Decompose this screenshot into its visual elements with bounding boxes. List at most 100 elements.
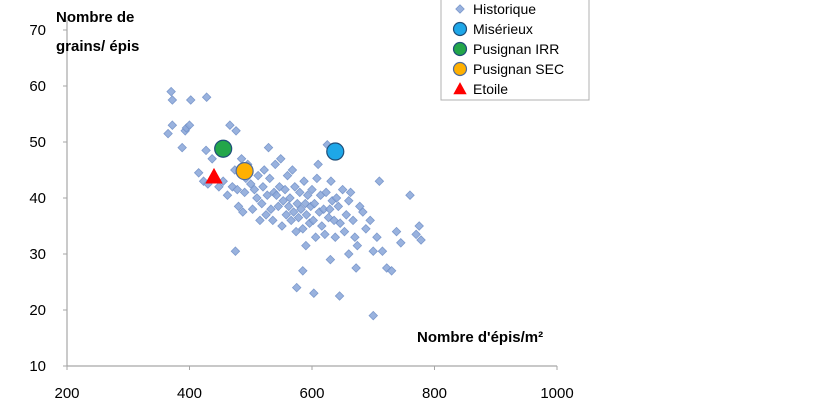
data-point-historique: [341, 210, 352, 220]
data-point-historique: [225, 120, 235, 130]
data-point-historique: [293, 212, 304, 223]
data-point-historique: [273, 201, 284, 212]
data-point-historique: [343, 196, 354, 206]
data-point-historique: [345, 187, 356, 198]
data-point-circle: [326, 142, 345, 161]
data-point-historique: [167, 120, 178, 130]
data-point-historique: [252, 193, 262, 203]
data-point-historique: [261, 210, 271, 220]
data-point-historique: [288, 207, 299, 217]
legend-marker-triangle: [453, 82, 467, 95]
data-point-historique: [280, 184, 290, 195]
data-point-historique: [283, 201, 294, 212]
data-point-historique: [411, 229, 421, 240]
data-point-historique: [325, 254, 336, 265]
y-tick-label: 40: [29, 190, 46, 207]
data-point-historique: [320, 229, 330, 240]
data-point-historique: [184, 120, 195, 130]
data-point-historique: [239, 187, 250, 198]
data-point-historique: [298, 266, 308, 276]
data-point-historique: [193, 168, 204, 178]
data-point-historique: [290, 182, 300, 192]
data-point-historique: [307, 184, 317, 195]
data-point-historique: [348, 215, 358, 226]
data-point-historique: [330, 232, 341, 242]
data-point-historique: [266, 204, 276, 214]
data-point-historique: [331, 193, 342, 203]
data-point-historique: [343, 249, 354, 259]
y-axis-title-line1: Nombre de: [56, 9, 134, 26]
axes: 10 20 30 40 50 60 70 200 400 600 800 1000: [29, 20, 574, 402]
data-point-historique: [270, 159, 281, 170]
y-tick-label: 70: [29, 22, 46, 39]
legend-marker-circle: [452, 41, 468, 57]
data-point-historique: [230, 246, 241, 256]
data-point-historique: [245, 179, 256, 189]
legend-label: Pusignan IRR: [473, 41, 559, 57]
data-point-historique: [231, 126, 241, 136]
data-point-historique: [377, 246, 388, 256]
x-tick-label: 400: [177, 385, 202, 402]
data-point-historique: [278, 196, 288, 206]
x-tick-label: 200: [54, 385, 79, 402]
data-point-historique: [287, 165, 298, 175]
x-tick-label: 1000: [540, 385, 573, 402]
data-point-historique: [326, 176, 336, 186]
data-point-historique: [334, 291, 345, 301]
y-tick-label: 30: [29, 246, 46, 263]
data-point-historique: [201, 145, 211, 156]
data-point-historique: [301, 240, 311, 251]
data-point-historique: [391, 226, 402, 237]
legend-label: Pusignan SEC: [473, 61, 564, 77]
y-tick-label: 20: [29, 302, 46, 319]
data-point-historique: [207, 154, 217, 164]
legend: Historique Misérieux Pusignan IRR Pusignan …: [440, 0, 590, 101]
data-point-historique: [308, 215, 318, 226]
data-point-historique: [214, 182, 224, 192]
data-point-historique: [296, 204, 306, 214]
legend-label: Etoile: [473, 81, 508, 97]
data-point-historique: [249, 184, 260, 195]
data-point-historique: [374, 176, 385, 186]
data-point-historique: [185, 95, 196, 105]
data-point-historique: [262, 190, 273, 200]
x-tick-label: 600: [299, 385, 324, 402]
data-point-historique: [236, 154, 247, 164]
data-point-historique: [285, 193, 295, 203]
data-point-historique: [294, 187, 305, 198]
data-point-historique: [167, 95, 178, 105]
data-point-historique: [292, 198, 303, 209]
data-point-historique: [177, 142, 187, 153]
data-point-historique: [333, 201, 344, 212]
data-point-historique: [263, 142, 274, 153]
legend-label: Misérieux: [473, 21, 533, 37]
data-point-historique: [299, 176, 309, 186]
data-point-historique: [259, 165, 269, 175]
data-point-historique: [339, 226, 350, 237]
data-point-historique: [358, 207, 368, 217]
data-point-historique: [282, 170, 293, 181]
data-point-circle: [235, 162, 254, 181]
data-point-historique: [275, 154, 286, 164]
data-point-historique: [222, 190, 233, 200]
data-point-historique: [365, 215, 375, 226]
data-point-historique: [286, 215, 296, 226]
data-point-historique: [232, 184, 243, 195]
data-point-historique: [361, 224, 371, 234]
x-tick-label: 800: [422, 385, 447, 402]
data-point-historique: [201, 92, 212, 102]
data-point-historique: [238, 207, 248, 217]
data-point-historique: [233, 201, 244, 212]
legend-marker-historique: [455, 4, 465, 14]
data-point-historique: [253, 170, 263, 181]
data-point-historique: [163, 128, 173, 139]
data-point-historique: [277, 221, 287, 231]
data-point-historique: [321, 187, 331, 198]
axis-labels: Nombre de grains/ épis Nombre d'épis/m²: [56, 9, 543, 346]
data-point-historique: [368, 310, 379, 321]
data-point-historique: [372, 232, 382, 242]
data-point-historique: [291, 282, 302, 293]
y-tick-label: 60: [29, 78, 46, 95]
data-point-historique: [368, 246, 379, 256]
